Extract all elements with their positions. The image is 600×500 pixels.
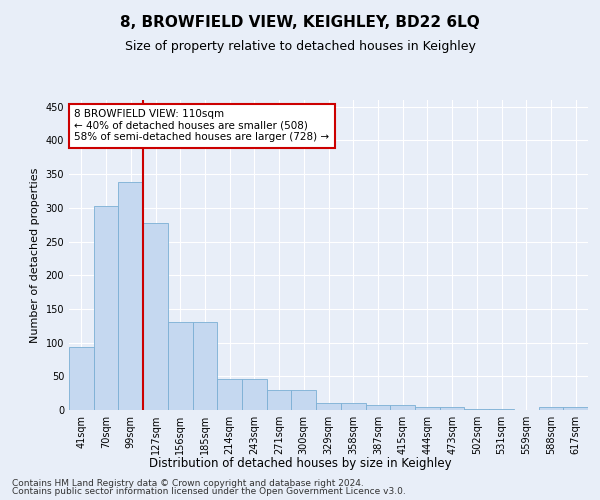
Text: 8 BROWFIELD VIEW: 110sqm
← 40% of detached houses are smaller (508)
58% of semi-: 8 BROWFIELD VIEW: 110sqm ← 40% of detach… xyxy=(74,110,329,142)
Text: Distribution of detached houses by size in Keighley: Distribution of detached houses by size … xyxy=(149,458,451,470)
Bar xyxy=(365,404,390,410)
Bar xyxy=(69,348,94,410)
Text: 8, BROWFIELD VIEW, KEIGHLEY, BD22 6LQ: 8, BROWFIELD VIEW, KEIGHLEY, BD22 6LQ xyxy=(120,15,480,30)
Bar xyxy=(341,404,365,410)
Bar xyxy=(539,408,563,410)
Bar xyxy=(440,408,464,410)
Bar xyxy=(316,404,341,410)
Bar xyxy=(242,379,267,410)
Bar xyxy=(292,390,316,410)
Bar xyxy=(193,322,217,410)
Bar xyxy=(415,408,440,410)
Bar xyxy=(217,379,242,410)
Bar xyxy=(267,390,292,410)
Bar xyxy=(168,322,193,410)
Text: Size of property relative to detached houses in Keighley: Size of property relative to detached ho… xyxy=(125,40,475,53)
Bar xyxy=(563,408,588,410)
Bar xyxy=(390,406,415,410)
Bar xyxy=(143,222,168,410)
Y-axis label: Number of detached properties: Number of detached properties xyxy=(30,168,40,342)
Bar xyxy=(94,206,118,410)
Text: Contains HM Land Registry data © Crown copyright and database right 2024.: Contains HM Land Registry data © Crown c… xyxy=(12,478,364,488)
Bar xyxy=(118,182,143,410)
Text: Contains public sector information licensed under the Open Government Licence v3: Contains public sector information licen… xyxy=(12,487,406,496)
